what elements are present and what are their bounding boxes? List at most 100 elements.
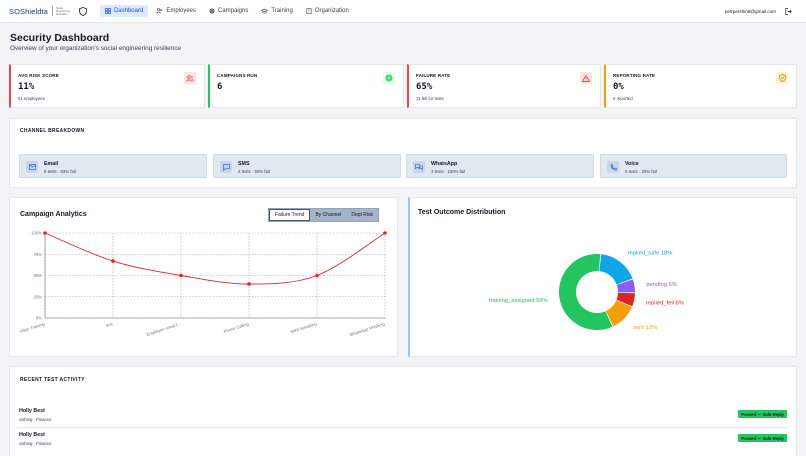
channel-stats: 2 tests · 50% fail xyxy=(238,169,270,174)
nav-training[interactable]: Training xyxy=(256,5,297,17)
tab-dept-risk[interactable]: Dept Risk xyxy=(346,209,379,221)
logo[interactable]: SOShieldta Social Engineering Simulation xyxy=(9,0,87,23)
stat-card-reporting: REPORTING RATE 0% 0 reported xyxy=(604,64,797,108)
pie-slice xyxy=(616,279,635,293)
y-tick-label: 100% xyxy=(31,231,42,236)
logo-tagline: Social Engineering Simulation xyxy=(55,6,70,16)
activity-sub: vishing · Finance xyxy=(19,417,52,422)
y-tick-label: 0% xyxy=(36,316,42,321)
channel-voice[interactable]: Voice 6 tests · 33% fail xyxy=(600,154,787,178)
page-title: Security Dashboard xyxy=(10,32,110,44)
activity-sub: vishing · Finance xyxy=(19,441,52,446)
stat-value: 11% xyxy=(18,82,35,92)
tab-by-channel[interactable]: By Channel xyxy=(310,209,347,221)
data-point xyxy=(315,273,319,278)
chart-title: Campaign Analytics xyxy=(20,211,87,218)
data-point xyxy=(43,231,47,235)
outcome-donut-chart: training_assigned 59% replied_safe 18% pen… xyxy=(489,250,684,331)
channel-name: WhatsApp xyxy=(431,161,458,167)
pie-slice xyxy=(616,292,635,307)
pie-slice xyxy=(605,300,632,327)
stat-sub: 11 fell for tests xyxy=(416,96,444,101)
phone-icon xyxy=(607,161,619,173)
nav-dashboard[interactable]: Dashboard xyxy=(99,5,149,17)
main-nav: Dashboard Employees Campaigns Training O… xyxy=(99,0,354,23)
chat-icon xyxy=(413,161,425,173)
slice-label: pending 6% xyxy=(646,282,677,288)
target-icon xyxy=(383,72,395,84)
page-scrollbar[interactable] xyxy=(803,23,806,456)
x-tick-label: SMS Smishing xyxy=(290,321,318,334)
nav-label: Dashboard xyxy=(113,8,144,14)
series-line xyxy=(44,232,386,285)
panel-heading: CHANNEL BREAKDOWN xyxy=(20,128,85,134)
recent-activity-panel: RECENT TEST ACTIVITY xyxy=(9,366,797,456)
message-icon xyxy=(220,161,232,173)
logo-text: SOShieldta xyxy=(9,6,48,16)
row-divider xyxy=(17,427,788,428)
slice-label: sent 12% xyxy=(633,325,657,331)
data-point xyxy=(179,273,183,278)
stat-label: CAMPAIGNS RUN xyxy=(217,73,258,78)
data-point xyxy=(247,282,251,286)
channel-name: Email xyxy=(44,161,59,167)
activity-name: Holly Best xyxy=(19,432,45,438)
slice-label: training_assigned 59% xyxy=(489,298,548,304)
channel-whatsapp[interactable]: WhatsApp 3 tests · 100% fail xyxy=(406,154,594,178)
y-tick-label: 50% xyxy=(34,273,43,278)
stat-label: AVG RISK SCORE xyxy=(18,73,59,78)
stat-label: FAILURE RATE xyxy=(416,73,451,78)
nav-label: Training xyxy=(271,8,293,14)
stat-value: 65% xyxy=(416,82,433,92)
dashboard-icon xyxy=(105,8,111,14)
top-navigation: SOShieldta Social Engineering Simulation… xyxy=(0,0,806,23)
nav-label: Employees xyxy=(166,8,196,14)
slice-label: replied_fell 6% xyxy=(646,300,684,306)
activity-name: Holly Best xyxy=(19,408,45,414)
channel-email[interactable]: Email 6 tests · 83% fail xyxy=(19,154,207,178)
user-email[interactable]: petrpershin8@gmail.com xyxy=(724,9,776,14)
analytics-tabs: Failure Trend By Channel Dept Risk xyxy=(268,208,380,222)
globe-icon xyxy=(209,8,215,14)
shield-check-icon xyxy=(776,72,788,84)
nav-campaigns[interactable]: Campaigns xyxy=(204,5,253,17)
data-point xyxy=(383,231,387,235)
channel-stats: 3 tests · 100% fail xyxy=(431,169,466,174)
data-point xyxy=(111,259,115,263)
stat-sub: 51 employees xyxy=(18,96,45,101)
x-tick-label: Viber Training xyxy=(19,321,46,334)
status-badge: Passed — Safe Reply xyxy=(738,434,787,442)
nav-organization[interactable]: Organization xyxy=(301,5,354,17)
campaign-analytics-panel xyxy=(9,197,398,357)
channel-name: Voice xyxy=(625,161,639,167)
channel-stats: 6 tests · 33% fail xyxy=(625,169,657,174)
panel-heading: RECENT TEST ACTIVITY xyxy=(20,377,85,383)
logout-icon[interactable] xyxy=(785,8,792,15)
users-icon xyxy=(184,72,196,84)
channel-sms[interactable]: SMS 2 tests · 50% fail xyxy=(213,154,401,178)
x-tick-label: WhatsApp Phishing xyxy=(349,321,386,337)
users-icon xyxy=(156,8,163,14)
status-badge: Passed — Safe Reply xyxy=(738,410,787,418)
stat-card-campaigns: CAMPAIGNS RUN 6 xyxy=(208,64,404,108)
nav-employees[interactable]: Employees xyxy=(151,5,201,17)
x-tick-label: test xyxy=(105,321,114,328)
stat-card-failure: FAILURE RATE 65% 11 fell for tests xyxy=(407,64,601,108)
nav-label: Campaigns xyxy=(218,8,249,14)
shield-icon xyxy=(79,6,87,16)
nav-label: Organization xyxy=(314,8,349,14)
y-tick-label: 25% xyxy=(34,294,43,299)
stat-sub: 0 reported xyxy=(613,96,633,101)
user-area: petrpershin8@gmail.com xyxy=(725,0,792,23)
tab-failure-trend[interactable]: Failure Trend xyxy=(269,209,311,221)
pie-slice xyxy=(599,254,633,285)
outcome-panel xyxy=(408,197,797,357)
y-tick-label: 75% xyxy=(34,252,43,257)
pie-slice xyxy=(559,254,613,330)
failure-trend-chart: 0% 25% 50% 75% 100% Viber Training test Employe… xyxy=(19,231,387,337)
channel-stats: 6 tests · 83% fail xyxy=(44,169,76,174)
mail-icon xyxy=(26,161,38,173)
warning-icon xyxy=(580,72,592,84)
slice-label: replied_safe 18% xyxy=(628,250,673,256)
logo-divider xyxy=(51,6,53,16)
